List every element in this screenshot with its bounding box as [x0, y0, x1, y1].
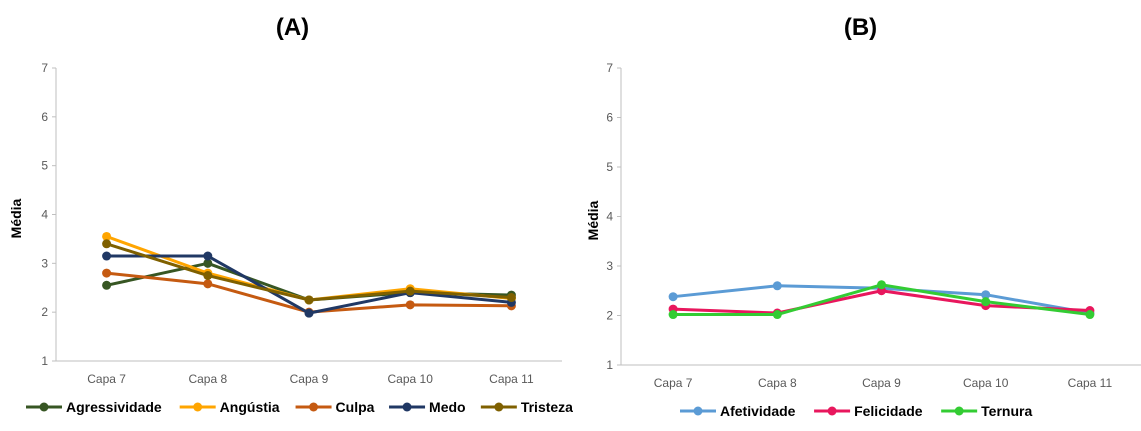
legend-label: Afetividade [720, 403, 796, 419]
x-tick-label: Capa 10 [963, 376, 1009, 390]
data-point [772, 310, 782, 320]
data-point [981, 290, 991, 300]
legend-label: Medo [429, 399, 466, 415]
x-tick-label: Capa 10 [388, 372, 434, 386]
data-point [203, 279, 213, 289]
data-point [102, 280, 112, 290]
data-point [304, 295, 314, 305]
legend-swatch-marker [827, 406, 837, 416]
data-point [668, 292, 678, 302]
x-tick-label: Capa 11 [489, 372, 534, 386]
legend-label: Culpa [336, 399, 375, 415]
data-point [668, 310, 678, 320]
data-point [203, 251, 213, 261]
series-line [106, 235, 512, 302]
x-tick-label: Capa 8 [758, 376, 797, 390]
x-tick-label: Capa 7 [87, 372, 126, 386]
data-point [981, 297, 991, 307]
y-tick-label: 1 [606, 358, 613, 372]
y-axis-label: Média [8, 198, 24, 238]
data-point [102, 231, 112, 241]
chart-title: (B) [843, 14, 878, 41]
legend-swatch-marker [954, 406, 964, 416]
data-point [203, 271, 213, 281]
legend-label: Agressividade [66, 399, 162, 415]
data-point [304, 308, 314, 318]
legend-swatch-marker [39, 402, 49, 412]
data-point [203, 258, 213, 268]
legend-swatch-marker [494, 402, 504, 412]
y-tick-label: 5 [606, 160, 613, 174]
data-point [102, 251, 112, 261]
legend-label: Tristeza [521, 399, 573, 415]
x-tick-label: Capa 11 [1068, 376, 1113, 390]
data-point [1085, 310, 1095, 320]
data-point [877, 280, 886, 290]
y-tick-label: 5 [41, 159, 48, 173]
chart-b: 1 2 3 4 5 6 7 Média Capa 7 Capa 8 Capa 9 Capa 10 Cap… [585, 61, 1141, 419]
x-tick-label: Capa 9 [862, 376, 901, 390]
data-point [772, 281, 782, 291]
y-tick-label: 6 [606, 111, 613, 125]
data-point [405, 286, 415, 296]
chart-a: 1 2 3 4 5 6 7 Média Capa 7 Capa 8 Capa 9 Capa 10 Cap… [8, 61, 573, 415]
y-tick-label: 7 [606, 61, 613, 75]
y-tick-label: 7 [41, 61, 48, 75]
chart-title: (A) [275, 14, 310, 41]
y-tick-label: 6 [41, 110, 48, 124]
y-tick-label: 2 [41, 305, 48, 319]
x-tick-label: Capa 7 [654, 376, 693, 390]
legend-label: Felicidade [854, 403, 923, 419]
legend-swatch-marker [309, 402, 319, 412]
data-point [506, 293, 516, 303]
data-point [405, 300, 415, 310]
legend-swatch-marker [402, 402, 412, 412]
chart-panel-a: (A) 1 2 3 4 5 6 7 Média Capa 7 Capa 8 Capa 9 Capa 1… [8, 14, 573, 415]
y-tick-label: 3 [41, 256, 48, 270]
data-point [102, 268, 112, 278]
y-tick-label: 2 [606, 309, 613, 323]
legend-label: Ternura [981, 403, 1032, 419]
legend-swatch-marker [693, 406, 703, 416]
chart-panel-b: (B) 1 2 3 4 5 6 7 Média Capa 7 Capa 8 Capa 9 Capa 1… [580, 0, 1141, 426]
y-tick-label: 4 [606, 210, 613, 224]
y-axis-label: Média [585, 200, 601, 240]
legend-swatch-marker [193, 402, 203, 412]
legend-label: Angústia [220, 399, 280, 415]
x-tick-label: Capa 8 [188, 372, 227, 386]
x-tick-label: Capa 9 [290, 372, 329, 386]
y-tick-label: 3 [606, 259, 613, 273]
y-tick-label: 4 [41, 208, 48, 222]
y-tick-label: 1 [41, 354, 48, 368]
data-point [102, 239, 112, 249]
